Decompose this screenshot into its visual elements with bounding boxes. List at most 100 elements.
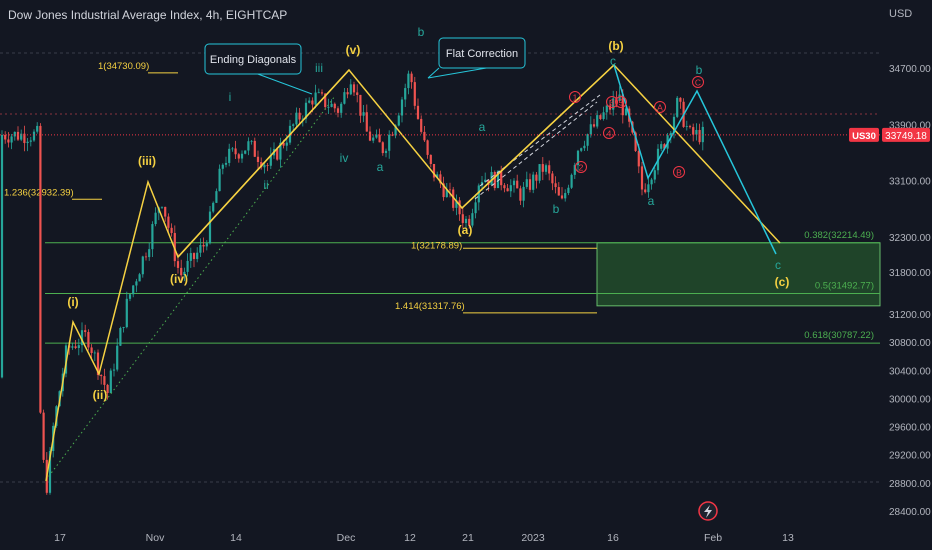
candle-body — [589, 124, 592, 135]
wave-label: c — [775, 258, 781, 272]
candle-body — [362, 112, 365, 116]
wave-circle — [615, 96, 627, 108]
candle-body — [442, 183, 445, 198]
candle-body — [532, 174, 535, 190]
price-tick-label: 29600.00 — [889, 423, 931, 434]
candle-body — [586, 134, 589, 146]
wave-label: (v) — [346, 43, 361, 57]
candle-body — [519, 188, 522, 201]
candle-body — [116, 345, 119, 370]
candle-body — [605, 105, 608, 113]
candle-body — [103, 376, 106, 385]
candle-body — [452, 189, 455, 208]
price-tick-label: 29200.00 — [889, 451, 931, 462]
candle-body — [496, 170, 500, 189]
candle-body — [292, 124, 295, 126]
candle-body — [269, 155, 272, 166]
candle-body — [228, 148, 231, 163]
candle-body — [112, 369, 116, 371]
candle-body — [29, 140, 32, 142]
wave-label: i — [229, 90, 232, 104]
candle-body — [135, 281, 138, 286]
candle-body — [512, 180, 516, 186]
wave-circle — [654, 101, 666, 113]
candle-body — [183, 271, 186, 276]
candle-body — [260, 162, 263, 168]
wave-path-major — [461, 64, 615, 209]
candle-body — [567, 187, 570, 194]
candle-body — [436, 174, 439, 178]
candle-body — [695, 129, 698, 135]
candle-body — [144, 256, 148, 258]
candle-body — [295, 112, 298, 125]
candle-body — [276, 149, 279, 160]
candle-body — [624, 108, 628, 116]
candle-body — [327, 106, 330, 108]
candle-body — [208, 211, 212, 244]
candle-body — [490, 172, 493, 185]
wave-label: a — [648, 194, 655, 208]
candle-body — [96, 352, 100, 375]
candle-body — [13, 131, 16, 137]
candle-body — [39, 125, 42, 413]
price-tag-bg — [882, 127, 930, 142]
candle-body — [410, 73, 413, 83]
candle-body — [304, 102, 308, 119]
wave-label: (ii) — [93, 388, 108, 402]
candle-body — [637, 150, 640, 167]
candle-body — [119, 328, 122, 346]
price-tick-label: 32300.00 — [889, 233, 931, 244]
candle-body — [669, 132, 672, 136]
candle-body — [429, 154, 432, 164]
candle-body — [343, 92, 346, 104]
candle-body — [381, 142, 384, 154]
candle-body — [180, 267, 183, 276]
callout-pointer — [427, 67, 440, 79]
price-tick-label: 30000.00 — [889, 394, 931, 405]
candle-body — [640, 166, 644, 190]
candle-body — [202, 244, 205, 247]
candle-body — [176, 261, 180, 268]
price-tick-label: 34700.00 — [889, 64, 931, 75]
wave-label: a — [377, 160, 384, 174]
candle-body — [503, 185, 506, 189]
candle-body — [423, 131, 426, 141]
candle-body — [570, 174, 573, 188]
wave-label: 5 — [619, 98, 624, 108]
diagonal-trendline — [45, 95, 336, 481]
candle-body — [528, 179, 532, 190]
wave-label: 3 — [610, 98, 615, 108]
candle-body — [138, 274, 141, 282]
candle-body — [548, 165, 551, 174]
candle-body — [125, 298, 128, 328]
candle-body — [0, 134, 4, 378]
candle-body — [551, 173, 554, 184]
price-axis: 34700.00 33900.00 33100.00 32300.00 31800.00… — [889, 64, 931, 518]
callout-box — [438, 37, 526, 69]
candle-body — [375, 134, 378, 138]
candle-body — [416, 105, 420, 119]
price-tick-label: 33900.00 — [889, 120, 931, 131]
candle-body — [20, 133, 23, 140]
candle-body — [448, 189, 452, 191]
candle-body — [237, 154, 240, 159]
wave-label: b — [696, 63, 703, 77]
candle-body — [160, 206, 164, 208]
candle-body — [122, 327, 125, 329]
candle-body — [506, 188, 509, 192]
candle-body — [314, 92, 317, 105]
candle-body — [471, 213, 474, 226]
wave-label: (iv) — [170, 272, 188, 286]
candle-body — [372, 137, 375, 141]
candle-body — [32, 131, 36, 141]
candle-body — [368, 131, 372, 141]
candle-body — [282, 142, 285, 146]
candle-body — [189, 253, 192, 261]
symbol-tag-bg — [849, 127, 879, 142]
candle-body — [672, 116, 676, 133]
candle-body — [560, 195, 564, 199]
wave-label: (iii) — [138, 154, 156, 168]
candle-body — [87, 332, 90, 348]
time-tick-label: 12 — [404, 532, 416, 544]
